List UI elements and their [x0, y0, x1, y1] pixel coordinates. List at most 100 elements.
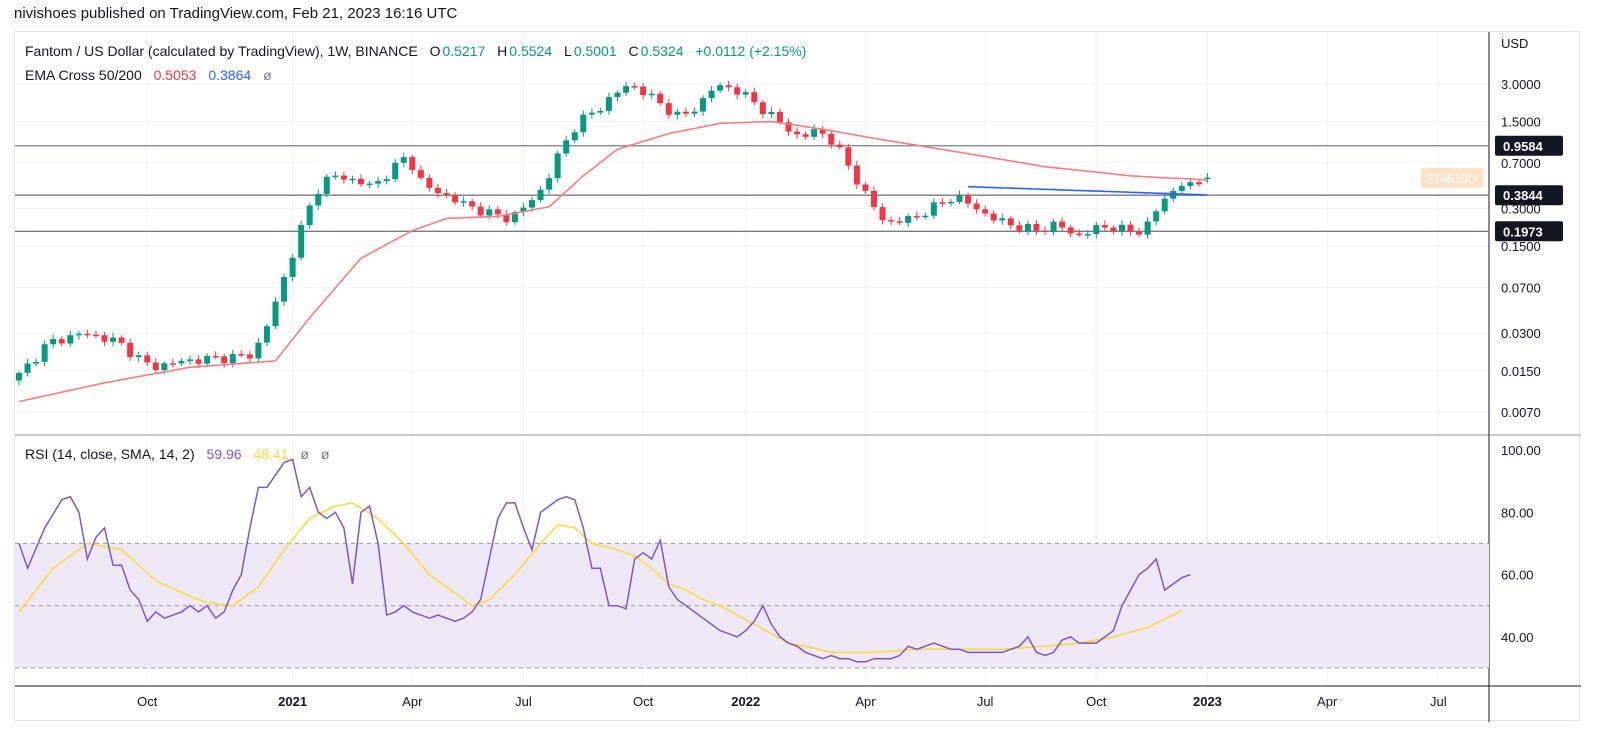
candle-body[interactable] — [1007, 218, 1014, 226]
candle-body[interactable] — [272, 301, 279, 327]
candle-body[interactable] — [828, 133, 835, 145]
candle-body[interactable] — [75, 333, 82, 336]
rsi-legend[interactable]: RSI (14, close, SMA, 14, 2) 59.96 48.41 … — [25, 446, 331, 462]
candle-body[interactable] — [785, 122, 792, 132]
candle-body[interactable] — [58, 339, 65, 344]
candle-body[interactable] — [1170, 190, 1177, 199]
candle-body[interactable] — [366, 183, 373, 186]
candle-body[interactable] — [127, 342, 134, 358]
candle-body[interactable] — [836, 144, 843, 148]
rsi-ma-line[interactable] — [18, 502, 1183, 654]
candle-body[interactable] — [896, 221, 903, 223]
candle-body[interactable] — [999, 218, 1006, 221]
candle-body[interactable] — [486, 209, 493, 216]
candle-body[interactable] — [751, 92, 758, 103]
candle-body[interactable] — [1084, 234, 1091, 236]
candle-body[interactable] — [298, 225, 305, 258]
candle-body[interactable] — [67, 335, 74, 344]
candle-body[interactable] — [358, 178, 364, 185]
candle-body[interactable] — [1118, 224, 1125, 232]
candle-body[interactable] — [768, 111, 775, 114]
candle-body[interactable] — [947, 201, 954, 204]
candle-body[interactable] — [554, 153, 561, 179]
candle-body[interactable] — [922, 215, 929, 218]
candle-body[interactable] — [657, 93, 664, 104]
candle-body[interactable] — [383, 179, 390, 182]
candle-body[interactable] — [1153, 211, 1160, 222]
candle-body[interactable] — [640, 86, 647, 96]
candle-body[interactable] — [332, 175, 339, 178]
candle-body[interactable] — [913, 216, 920, 218]
candle-body[interactable] — [204, 355, 211, 364]
candle-body[interactable] — [776, 111, 783, 123]
candle-body[interactable] — [1136, 231, 1143, 235]
candle-body[interactable] — [1110, 227, 1117, 232]
candle-body[interactable] — [520, 207, 527, 213]
candle-body[interactable] — [973, 203, 980, 210]
candle-body[interactable] — [871, 190, 877, 208]
candle-body[interactable] — [734, 87, 741, 95]
candle-body[interactable] — [1076, 233, 1083, 236]
candle-body[interactable] — [580, 114, 587, 133]
candle-body[interactable] — [50, 339, 57, 345]
candle-body[interactable] — [101, 335, 108, 342]
candle-body[interactable] — [460, 201, 467, 203]
candle-body[interactable] — [187, 359, 193, 362]
candle-body[interactable] — [717, 85, 724, 91]
candle-body[interactable] — [956, 195, 963, 202]
rsi-line[interactable] — [18, 458, 1191, 663]
candle-body[interactable] — [597, 110, 604, 113]
candle-body[interactable] — [16, 372, 22, 381]
candle-body[interactable] — [340, 175, 347, 180]
candle-body[interactable] — [853, 165, 860, 185]
candle-body[interactable] — [118, 337, 125, 343]
candle-body[interactable] — [862, 184, 869, 191]
candle-body[interactable] — [221, 356, 228, 364]
candle-body[interactable] — [1178, 185, 1185, 191]
candle-body[interactable] — [888, 220, 895, 222]
candle-body[interactable] — [110, 337, 117, 342]
candle-body[interactable] — [571, 132, 578, 141]
candle-body[interactable] — [742, 92, 749, 95]
candle-body[interactable] — [33, 361, 40, 364]
candle-body[interactable] — [494, 209, 501, 215]
candle-body[interactable] — [631, 86, 638, 88]
candle-body[interactable] — [1024, 223, 1031, 232]
candle-body[interactable] — [212, 355, 219, 358]
candle-body[interactable] — [84, 333, 91, 336]
candle-body[interactable] — [452, 194, 459, 203]
candle-body[interactable] — [819, 129, 826, 134]
candle-body[interactable] — [161, 363, 168, 370]
candle-body[interactable] — [469, 201, 476, 207]
candle-body[interactable] — [1161, 198, 1168, 212]
candle-body[interactable] — [811, 129, 818, 137]
rsi-visibility-icon[interactable]: ø — [300, 446, 309, 462]
candle-body[interactable] — [759, 102, 766, 114]
candle-body[interactable] — [400, 157, 407, 163]
candle-body[interactable] — [24, 363, 31, 373]
candle-body[interactable] — [323, 176, 330, 194]
candle-body[interactable] — [255, 342, 262, 359]
candle-body[interactable] — [802, 134, 809, 137]
candle-body[interactable] — [708, 90, 715, 99]
candle-body[interactable] — [879, 207, 886, 221]
candle-body[interactable] — [306, 205, 313, 226]
candle-body[interactable] — [1067, 227, 1074, 234]
candle-body[interactable] — [1204, 177, 1211, 180]
candle-body[interactable] — [169, 363, 176, 365]
candle-body[interactable] — [794, 131, 801, 135]
candle-body[interactable] — [178, 361, 185, 364]
candle-body[interactable] — [1101, 225, 1108, 228]
candle-body[interactable] — [546, 178, 553, 190]
candle-body[interactable] — [588, 112, 595, 115]
candle-body[interactable] — [1033, 223, 1040, 231]
candle-body[interactable] — [682, 111, 689, 114]
candle-body[interactable] — [349, 178, 356, 181]
chart-frame[interactable]: USD 3.0000 1.5000 0.7000 0.3000 0.1500 0.0700 0… — [14, 31, 1581, 722]
ema-visibility-icon[interactable]: ø — [263, 67, 272, 83]
candle-body[interactable] — [503, 214, 510, 223]
candle-body[interactable] — [41, 344, 48, 362]
candle-body[interactable] — [939, 202, 946, 204]
candle-body[interactable] — [905, 216, 912, 223]
candle-body[interactable] — [263, 326, 270, 343]
